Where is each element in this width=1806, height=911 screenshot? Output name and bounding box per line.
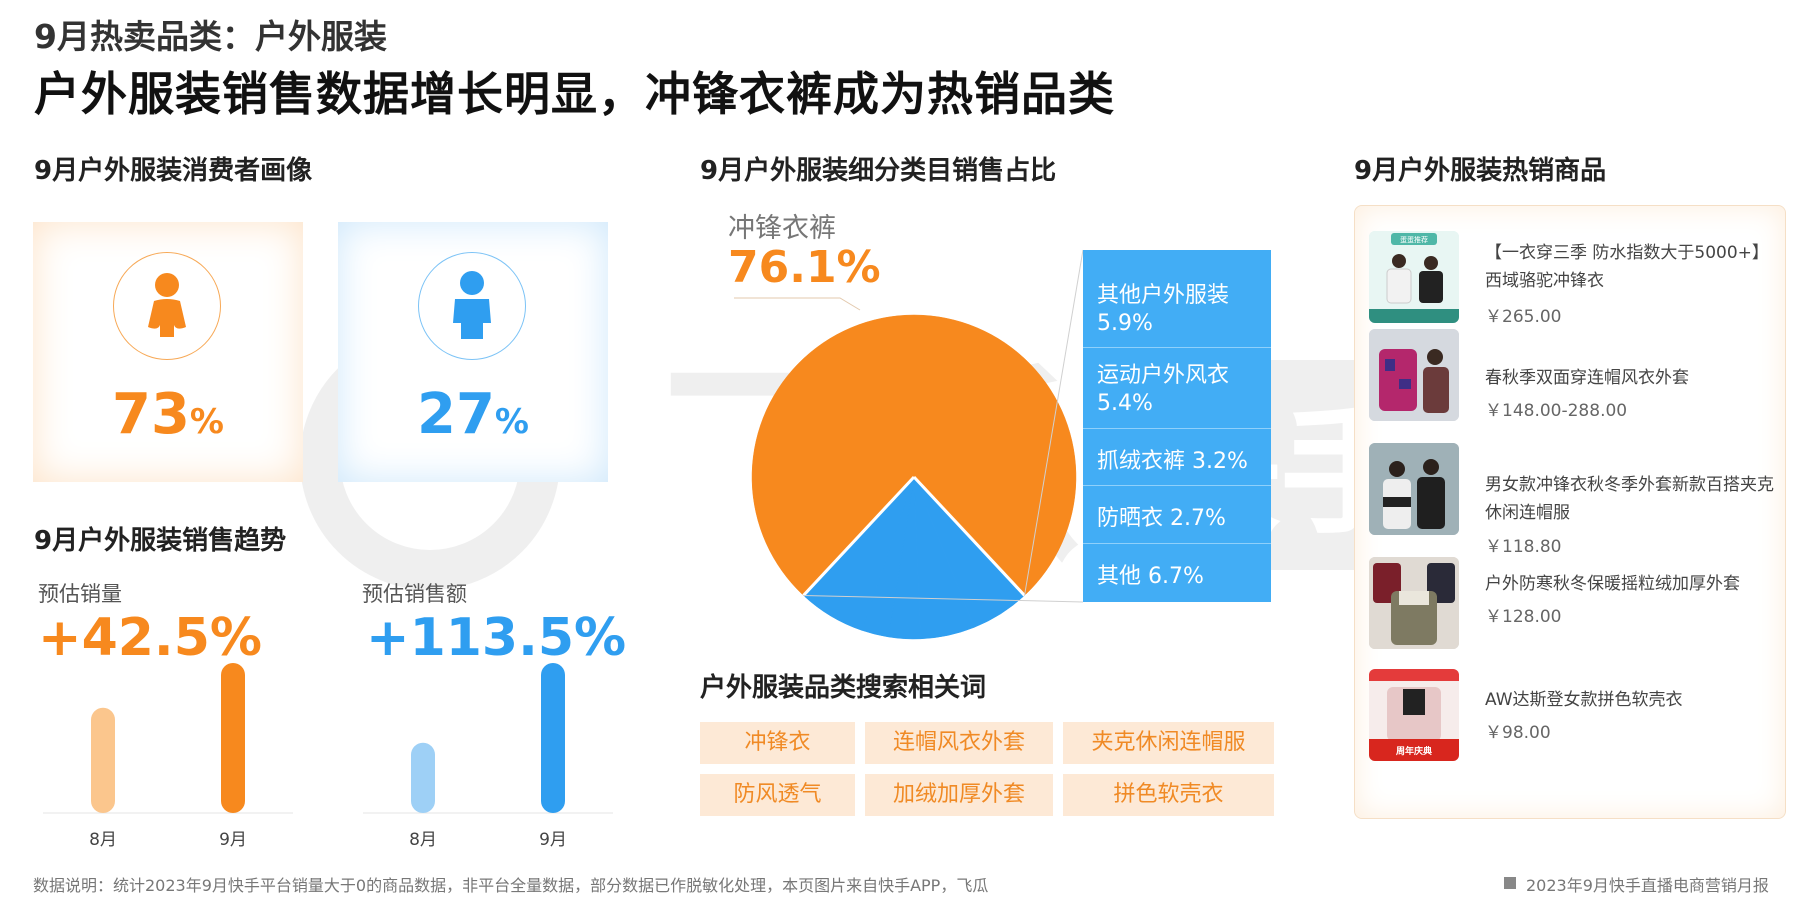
breakdown-value: 3.2%	[1192, 449, 1248, 474]
male-icon	[453, 271, 491, 339]
breakdown-divider	[1083, 347, 1271, 348]
female-card: 73%	[33, 222, 303, 482]
breakdown-name: 其他	[1097, 564, 1142, 589]
bar-9月	[221, 663, 245, 813]
pie-divider	[912, 475, 1026, 597]
product-image-windbreaker	[1369, 329, 1459, 421]
amount-label: 预估销售额	[362, 582, 467, 606]
search-tag[interactable]: 加绒加厚外套	[865, 774, 1053, 816]
connector-line	[803, 594, 1084, 603]
product-price: ￥128.00	[1485, 607, 1562, 627]
product-price: ￥265.00	[1485, 307, 1562, 327]
male-card: 27%	[338, 222, 608, 482]
male-percent-unit: %	[494, 402, 529, 442]
share-title: 9月户外服装细分类目销售占比	[700, 156, 1057, 186]
volume-label: 预估销量	[38, 582, 122, 606]
page-kicker: 9月热卖品类：户外服装	[34, 17, 387, 56]
female-percent: 73%	[33, 382, 303, 447]
bar-8月	[411, 742, 435, 813]
x-tick-label: 8月	[89, 830, 117, 850]
breakdown-item-fleece: 抓绒衣裤 3.2%	[1097, 448, 1248, 476]
amount-growth: +113.5%	[366, 608, 627, 668]
product-price: ￥118.80	[1485, 537, 1562, 557]
product-thumb[interactable]: 周年庆典	[1369, 669, 1459, 761]
product-price: ￥148.00-288.00	[1485, 401, 1628, 421]
pie-slice-冲锋衣裤	[751, 314, 1077, 596]
male-percent: 27%	[338, 382, 608, 447]
x-tick-label: 9月	[219, 830, 247, 850]
x-tick-label: 8月	[409, 830, 437, 850]
search-tag[interactable]: 夹克休闲连帽服	[1063, 722, 1274, 764]
search-tag[interactable]: 拼色软壳衣	[1063, 774, 1274, 816]
product-name[interactable]: 【一衣穿三季 防水指数大于5000+】西域骆驼冲锋衣	[1485, 243, 1769, 291]
breakdown-divider	[1083, 428, 1271, 429]
amount-bar-chart: 8月 9月	[363, 663, 613, 850]
search-tag[interactable]: 冲锋衣	[700, 722, 855, 764]
hot-title: 9月户外服装热销商品	[1354, 156, 1607, 186]
breakdown-item-sunproof: 防晒衣 2.7%	[1097, 505, 1226, 533]
breakdown-name: 其他户外服装	[1097, 283, 1230, 308]
product-thumb[interactable]	[1369, 557, 1459, 649]
search-tag[interactable]: 防风透气	[700, 774, 855, 816]
female-ring	[113, 252, 221, 360]
main-category-label: 冲锋衣裤	[728, 213, 836, 244]
product-image-jacket: 蛋蛋推荐	[1369, 231, 1459, 323]
product-name[interactable]: AW达斯登女款拼色软壳衣	[1485, 690, 1683, 710]
breakdown-item-other: 其他 6.7%	[1097, 563, 1204, 591]
main-category-value: 76.1%	[728, 242, 881, 293]
page-title: 户外服装销售数据增长明显，冲锋衣裤成为热销品类	[34, 67, 1115, 121]
breakdown-box: 其他户外服装 5.9% 运动户外风衣 5.4% 抓绒衣裤 3.2% 防晒衣 2.…	[1083, 250, 1271, 602]
product-name[interactable]: 男女款冲锋衣秋冬季外套新款百搭夹克休闲连帽服	[1485, 475, 1774, 523]
breakdown-divider	[1083, 485, 1271, 486]
product-image-fleece	[1369, 557, 1459, 649]
product-badge: 周年庆典	[1396, 745, 1432, 757]
data-note: 数据说明：统计2023年9月快手平台销量大于0的商品数据，非平台全量数据，部分数…	[33, 876, 989, 895]
report-name: 2023年9月快手直播电商营销月报	[1526, 876, 1769, 895]
main-label-leader	[734, 297, 861, 311]
trend-title: 9月户外服装销售趋势	[34, 526, 287, 556]
search-tag[interactable]: 连帽风衣外套	[865, 722, 1053, 764]
product-name[interactable]: 春秋季双面穿连帽风衣外套	[1485, 368, 1689, 388]
product-thumb[interactable]	[1369, 443, 1459, 535]
female-percent-unit: %	[189, 402, 224, 442]
product-badge: 蛋蛋推荐	[1400, 235, 1428, 244]
breakdown-divider	[1083, 543, 1271, 544]
breakdown-name: 抓绒衣裤	[1097, 449, 1186, 474]
product-price: ￥98.00	[1485, 723, 1551, 743]
breakdown-name: 防晒衣	[1097, 506, 1164, 531]
breakdown-name: 运动户外风衣	[1097, 363, 1230, 388]
male-percent-value: 27	[416, 382, 495, 447]
product-image-softshell: 周年庆典	[1369, 669, 1459, 761]
breakdown-value: 5.4%	[1097, 391, 1153, 416]
breakdown-value: 5.9%	[1097, 311, 1153, 336]
female-percent-value: 73	[111, 382, 190, 447]
profile-title: 9月户外服装消费者画像	[34, 156, 313, 186]
volume-bar-chart: 8月 9月	[43, 663, 293, 850]
breakdown-item-other-outdoor: 其他户外服装 5.9%	[1097, 282, 1229, 338]
breakdown-item-windbreaker: 运动户外风衣 5.4%	[1097, 362, 1229, 418]
search-title: 户外服装品类搜索相关词	[700, 673, 987, 703]
male-ring	[418, 252, 526, 360]
report-marker-icon	[1504, 877, 1516, 889]
product-thumb[interactable]	[1369, 329, 1459, 421]
search-tags: 冲锋衣 连帽风衣外套 夹克休闲连帽服 防风透气 加绒加厚外套 拼色软壳衣	[700, 722, 1274, 818]
pie-divider	[802, 475, 916, 597]
breakdown-value: 2.7%	[1170, 506, 1226, 531]
female-icon	[148, 273, 186, 337]
product-name[interactable]: 户外防寒秋冬保暖摇粒绒加厚外套	[1485, 574, 1740, 594]
x-tick-label: 9月	[539, 830, 567, 850]
hot-products-panel: 蛋蛋推荐 【一衣穿三季 防水指数大于5000+】西域骆驼冲锋衣 ￥265.00 …	[1354, 205, 1786, 819]
share-pie-chart	[734, 249, 1084, 640]
volume-growth: +42.5%	[38, 608, 262, 668]
breakdown-value: 6.7%	[1148, 564, 1204, 589]
connector-line	[1024, 249, 1084, 596]
product-image-couple-jacket	[1369, 443, 1459, 535]
bar-8月	[91, 707, 115, 813]
bar-9月	[541, 663, 565, 813]
product-thumb[interactable]: 蛋蛋推荐	[1369, 231, 1459, 323]
